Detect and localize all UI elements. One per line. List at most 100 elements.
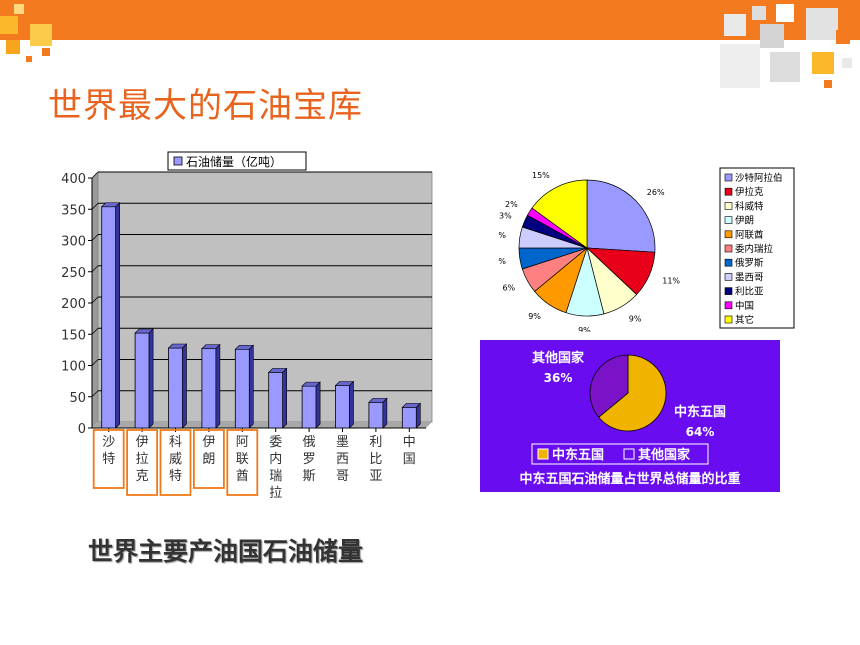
pie-legend-swatch bbox=[724, 287, 733, 295]
me-legend-box bbox=[531, 443, 709, 465]
x-tick-label-伊拉克: 克 bbox=[136, 469, 149, 484]
x-tick-label-委内瑞拉: 拉 bbox=[269, 486, 282, 501]
pie-legend-swatch bbox=[724, 187, 733, 196]
pie-legend-swatch bbox=[724, 216, 733, 224]
bar-科威特 bbox=[168, 347, 183, 429]
me-label-中东五国: 中东五国 bbox=[674, 404, 726, 420]
gridline-diag bbox=[91, 202, 99, 210]
bar-中国 bbox=[401, 406, 417, 429]
x-tick-label-伊拉克: 伊 bbox=[136, 435, 149, 450]
bar-委内瑞拉 bbox=[268, 371, 284, 429]
x-tick-label-委内瑞拉: 内 bbox=[269, 451, 282, 467]
pie-legend-label: 其它 bbox=[735, 314, 754, 326]
pie-value-label: 11% bbox=[662, 277, 680, 286]
me-slice-中东五国 bbox=[598, 354, 667, 432]
bar-side bbox=[182, 343, 187, 429]
bar-side bbox=[315, 381, 321, 429]
pie-legend-label: 沙特阿拉伯 bbox=[735, 172, 783, 184]
x-tick-label-利比亚: 比 bbox=[369, 452, 382, 467]
x-tick-label-沙特: 沙 bbox=[102, 435, 115, 450]
bar-沙特 bbox=[101, 206, 117, 429]
pie-legend-label: 中国 bbox=[735, 300, 754, 312]
x-tick-label-伊拉克: 拉 bbox=[136, 452, 149, 467]
me-legend-label: 中东五国 bbox=[552, 447, 604, 463]
bar-legend-label: 石油储量（亿吨） bbox=[186, 154, 282, 169]
pie-legend-swatch bbox=[724, 258, 733, 267]
pie-legend-label: 伊朗 bbox=[735, 215, 754, 227]
x-tick-label-利比亚: 亚 bbox=[369, 469, 382, 484]
gridline-diag bbox=[91, 265, 99, 273]
y-tick-label: 50 bbox=[69, 391, 86, 406]
gridline-diag bbox=[91, 171, 99, 179]
x-tick-label-沙特: 特 bbox=[102, 452, 115, 467]
bar-side bbox=[382, 397, 388, 429]
x-tick-label-科威特: 科 bbox=[169, 435, 182, 450]
bar-墨西哥 bbox=[335, 385, 350, 429]
x-tick-label-阿联酋: 酋 bbox=[236, 468, 249, 484]
me-chart-title: 中东五国石油储量占世界总储量的比重 bbox=[519, 471, 740, 487]
me-slice-其他国家 bbox=[589, 354, 629, 418]
x-tick-label-阿联酋: 阿 bbox=[236, 435, 249, 450]
gridline-diag bbox=[91, 359, 99, 366]
slide-title: 世界最大的石油宝库 bbox=[48, 86, 363, 126]
pie-legend-swatch bbox=[724, 173, 733, 182]
pie-legend-swatch bbox=[724, 301, 733, 310]
y-tick-label: 400 bbox=[61, 172, 86, 187]
pie-slice-其它 bbox=[531, 179, 588, 249]
y-tick-label: 250 bbox=[61, 266, 86, 281]
highlight-box-伊拉克 bbox=[126, 429, 158, 496]
x-tick-label-委内瑞拉: 委 bbox=[269, 435, 282, 450]
pie-legend-label: 俄罗斯 bbox=[735, 257, 764, 269]
bar-俄罗斯 bbox=[301, 385, 317, 429]
chart-caption: 世界主要产油国石油储量 bbox=[88, 537, 364, 566]
x-tick-label-科威特: 威 bbox=[169, 452, 182, 467]
bar-side bbox=[282, 367, 287, 429]
pie-value-label: 5% bbox=[498, 257, 506, 266]
me-label-其他国家: 其他国家 bbox=[532, 350, 585, 366]
pie-value-label: 9% bbox=[629, 315, 642, 324]
pie-legend-label: 墨西哥 bbox=[735, 272, 764, 283]
x-tick-label-俄罗斯: 俄 bbox=[303, 435, 316, 450]
gridline-diag bbox=[91, 296, 99, 304]
pie-legend-box bbox=[719, 167, 795, 329]
pie-legend-label: 利比亚 bbox=[735, 286, 764, 298]
bar-利比亚 bbox=[368, 401, 384, 429]
pie-value-label: 5% bbox=[498, 231, 506, 240]
pie-legend-swatch bbox=[724, 273, 733, 281]
x-tick-label-俄罗斯: 斯 bbox=[303, 469, 316, 484]
me-legend-label: 其他国家 bbox=[638, 447, 691, 463]
mideast-panel: 中东五国 64% 其他国家 36% 中东五国 其他国家 中东五国石油储量占世界总储量的比重 bbox=[480, 340, 780, 492]
me-value-其他国家: 36% bbox=[544, 371, 573, 385]
x-tick-label-委内瑞拉: 瑞 bbox=[269, 469, 282, 484]
y-tick-label: 150 bbox=[61, 328, 86, 343]
pie-value-label: 26% bbox=[647, 188, 665, 197]
me-legend-swatch bbox=[537, 448, 549, 460]
x-tick-label-中国: 中 bbox=[403, 435, 416, 450]
bar-side bbox=[148, 328, 154, 429]
gridline-diag bbox=[91, 327, 99, 335]
pie-legend-swatch bbox=[724, 315, 733, 324]
bar-阿联酋 bbox=[234, 348, 250, 429]
highlight-box-科威特 bbox=[159, 429, 192, 496]
pie-legend-swatch bbox=[724, 230, 733, 239]
me-value-中东五国: 64% bbox=[686, 425, 715, 439]
pie-legend-label: 科威特 bbox=[735, 200, 764, 212]
x-tick-label-墨西哥: 西 bbox=[336, 452, 349, 467]
bar-side bbox=[115, 202, 120, 429]
y-tick-label: 100 bbox=[61, 360, 86, 375]
pie-slice-沙特阿拉伯 bbox=[586, 179, 656, 253]
x-tick-label-俄罗斯: 罗 bbox=[303, 452, 316, 467]
bar-side bbox=[215, 343, 221, 429]
highlight-box-沙特 bbox=[92, 429, 125, 489]
bar-side bbox=[349, 380, 354, 429]
pie-value-label: 15% bbox=[532, 171, 550, 180]
y-tick-label: 300 bbox=[61, 235, 86, 250]
x-tick-label-伊朗: 朗 bbox=[202, 452, 215, 467]
me-legend-swatch bbox=[623, 448, 635, 460]
x-tick-label-伊朗: 伊 bbox=[202, 435, 215, 450]
top-banner bbox=[0, 0, 860, 40]
x-tick-label-中国: 国 bbox=[403, 452, 416, 467]
pie-legend-label: 阿联酋 bbox=[735, 229, 764, 241]
highlight-box-阿联酋 bbox=[226, 429, 259, 496]
